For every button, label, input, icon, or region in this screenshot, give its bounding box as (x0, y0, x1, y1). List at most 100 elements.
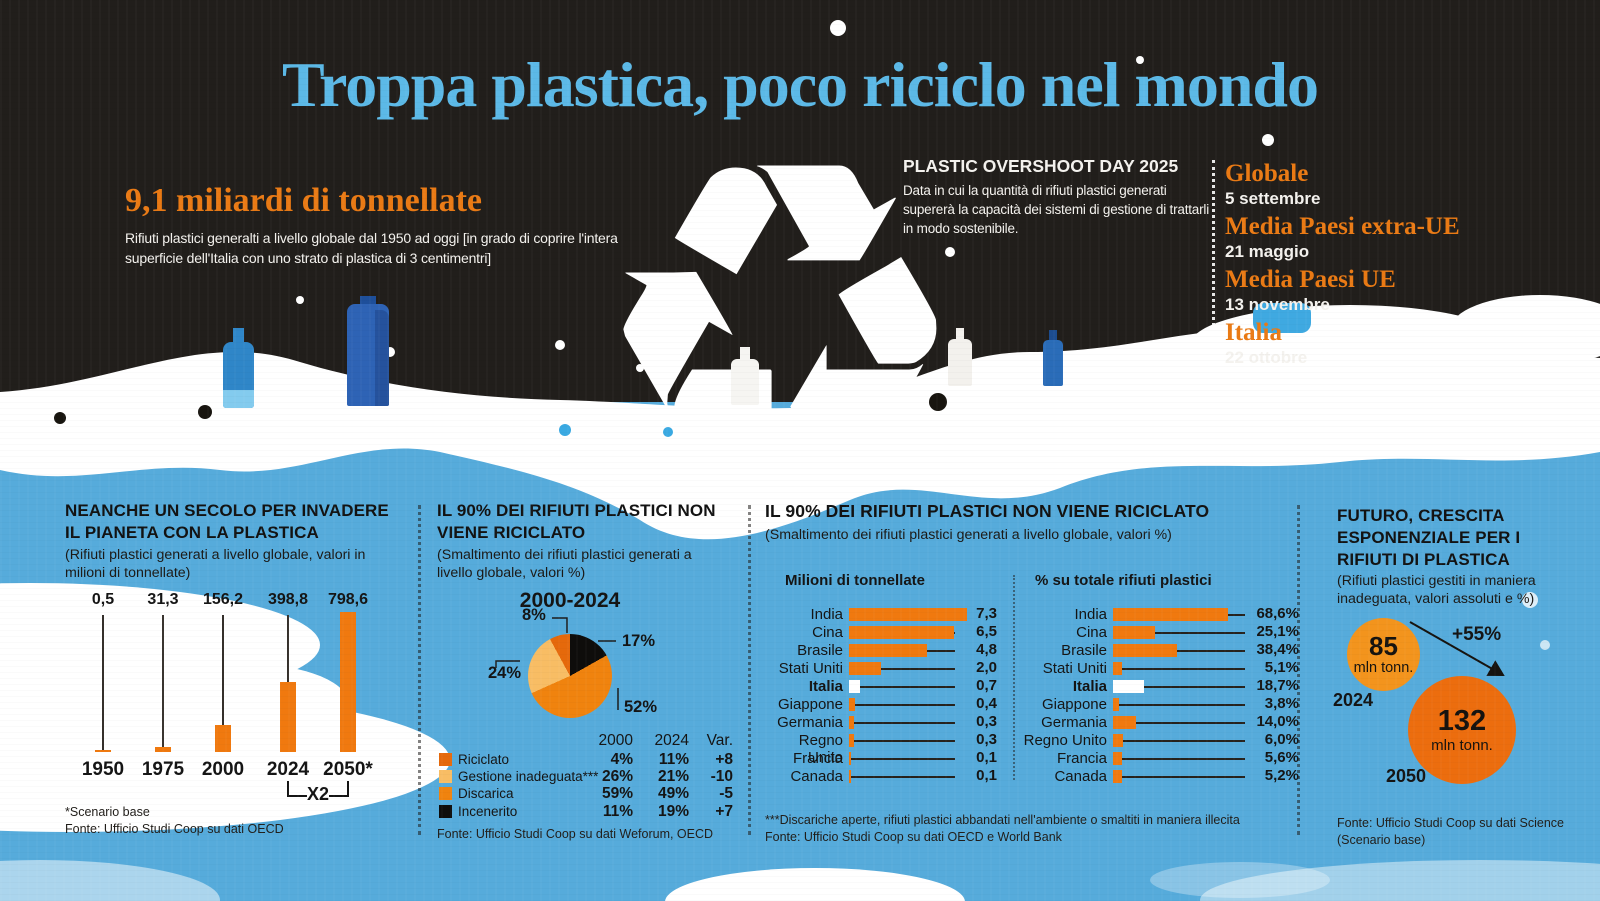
bottle-neck (233, 328, 244, 344)
bar-connector (1115, 632, 1245, 634)
overshoot-entry-date: 21 maggio (1225, 242, 1310, 261)
bubble-2050: 132 mln tonn. (1408, 676, 1516, 784)
x2-bracket-line (329, 795, 347, 797)
bar (1113, 608, 1228, 621)
bar-category-label: Brasile (1061, 642, 1107, 659)
chart4-subtitle: (Rifiuti plastici gestiti in maniera ina… (1337, 573, 1536, 608)
white-bottle-illustration (731, 347, 759, 405)
bar-category-label: Cina (812, 624, 843, 641)
bar (849, 644, 927, 657)
bottle-body (731, 359, 759, 405)
bar-connector (1115, 650, 1245, 652)
bottle-base (223, 390, 254, 408)
pie-leader-lines (495, 617, 619, 710)
bar-category-label: Germania (777, 714, 843, 731)
bar (1113, 662, 1122, 675)
separator-col1-col2 (418, 505, 421, 835)
table-header: 2024 (654, 732, 689, 749)
table-value: -5 (719, 785, 733, 803)
bar-category-label: Regno Unito (798, 732, 843, 766)
chart1-subtitle: (Rifiuti plastici generati a livello glo… (65, 547, 366, 582)
bottle-neck (1049, 330, 1057, 341)
table-value: 26% (601, 768, 633, 786)
blue-bottle-illustration (222, 328, 255, 408)
bar (340, 612, 356, 752)
overshoot-entry-date: 5 settembre (1225, 189, 1321, 208)
pie-chart (528, 634, 612, 718)
bar-value-label: 31,3 (147, 591, 179, 608)
table-header: 2000 (598, 732, 633, 749)
pie-slice-label: 8% (522, 606, 546, 624)
bar-value-label: 68,6% (1256, 605, 1299, 622)
bubble-year-label: 2024 (1333, 690, 1374, 710)
chart1-footnote: *Scenario base (65, 805, 150, 819)
bottle-neck (956, 328, 964, 340)
bar-value-label: 798,6 (327, 591, 369, 608)
chart2-period-label: 2000-2024 (519, 589, 621, 612)
bar-value-label: 38,4% (1256, 641, 1299, 658)
bar-category-label: Giappone (1041, 696, 1107, 713)
bar-category-label: Stati Uniti (778, 660, 843, 677)
plastic-fragment (1253, 303, 1311, 333)
bar (849, 770, 851, 783)
growth-change-label: +55% (1452, 624, 1502, 645)
bar (215, 725, 231, 752)
bar-category-label: 2000 (201, 759, 245, 780)
bar (1113, 644, 1177, 657)
bar (849, 626, 954, 639)
pie-slice-label: 17% (622, 632, 656, 650)
bar-stem (162, 615, 164, 747)
panel-title: % su totale rifiuti plastici (1035, 572, 1212, 589)
bar-category-label: India (1074, 606, 1107, 623)
bar-category-label: India (810, 606, 843, 623)
chart3-title: IL 90% DEI RIFIUTI PLASTICI NON VIENE RI… (765, 501, 1210, 521)
bar-value-label: 0,5 (91, 591, 115, 608)
bar-connector (1115, 686, 1245, 688)
bar-connector (1115, 776, 1245, 778)
bar-category-label: Brasile (797, 642, 843, 659)
bar-connector (851, 722, 955, 724)
bar (849, 662, 881, 675)
table-value: +8 (715, 751, 733, 768)
chart3-panel-tonnes: Milioni di tonnellate India 7,3 Cina 6,5 Bras… (765, 572, 1005, 802)
table-value: 4% (610, 751, 633, 768)
pie-slice-label: 52% (624, 698, 658, 716)
x2-bracket-line (289, 795, 307, 797)
carton-shade (375, 310, 389, 406)
blue-small-bottle-illustration (1043, 330, 1063, 386)
overshoot-entry-date: 22 ottobre (1225, 348, 1308, 367)
table-header: Var. (706, 732, 733, 749)
bar-connector (851, 668, 955, 670)
bar-category-label: Regno Unito (1023, 732, 1107, 749)
separator-panels (1013, 575, 1015, 780)
bubble-unit: mln tonn. (1431, 736, 1493, 754)
growth-arrow (1409, 621, 1505, 676)
bar-value-label: 25,1% (1256, 623, 1299, 640)
bar-category-label: 2050* (323, 759, 373, 780)
bar (280, 682, 296, 752)
bar-value-label: 4,8 (976, 641, 997, 658)
pie-legend-table: 2000 2024 Var. Riciclato 4% 11% +8 Gestione ina… (437, 732, 737, 824)
table-value: 59% (601, 785, 633, 803)
bar-value-label: 0,1 (976, 749, 997, 766)
bar-value-label: 0,3 (976, 731, 997, 748)
bottle-neck (740, 347, 750, 361)
bar (1113, 734, 1123, 747)
bar-stem (287, 615, 289, 682)
bar-value-label: 398,8 (267, 591, 309, 608)
bar-category-label: 1975 (141, 759, 185, 780)
bar-value-label: 5,1% (1264, 659, 1299, 676)
bar-stem (222, 615, 224, 725)
table-value: 11% (658, 751, 689, 768)
table-value: 19% (657, 802, 689, 820)
bar-category-label: 2024 (266, 759, 310, 780)
bar-value-label: 0,1 (976, 767, 997, 784)
bar-category-label: Stati Uniti (1042, 660, 1107, 677)
bar-category-label: Germania (1041, 714, 1107, 731)
bar-connector (1115, 704, 1245, 706)
table-value: 11% (602, 802, 633, 820)
chart3-subtitle: (Smaltimento dei rifiuti plastici genera… (765, 527, 1172, 543)
legend-swatch (439, 770, 452, 784)
bar (155, 747, 171, 752)
